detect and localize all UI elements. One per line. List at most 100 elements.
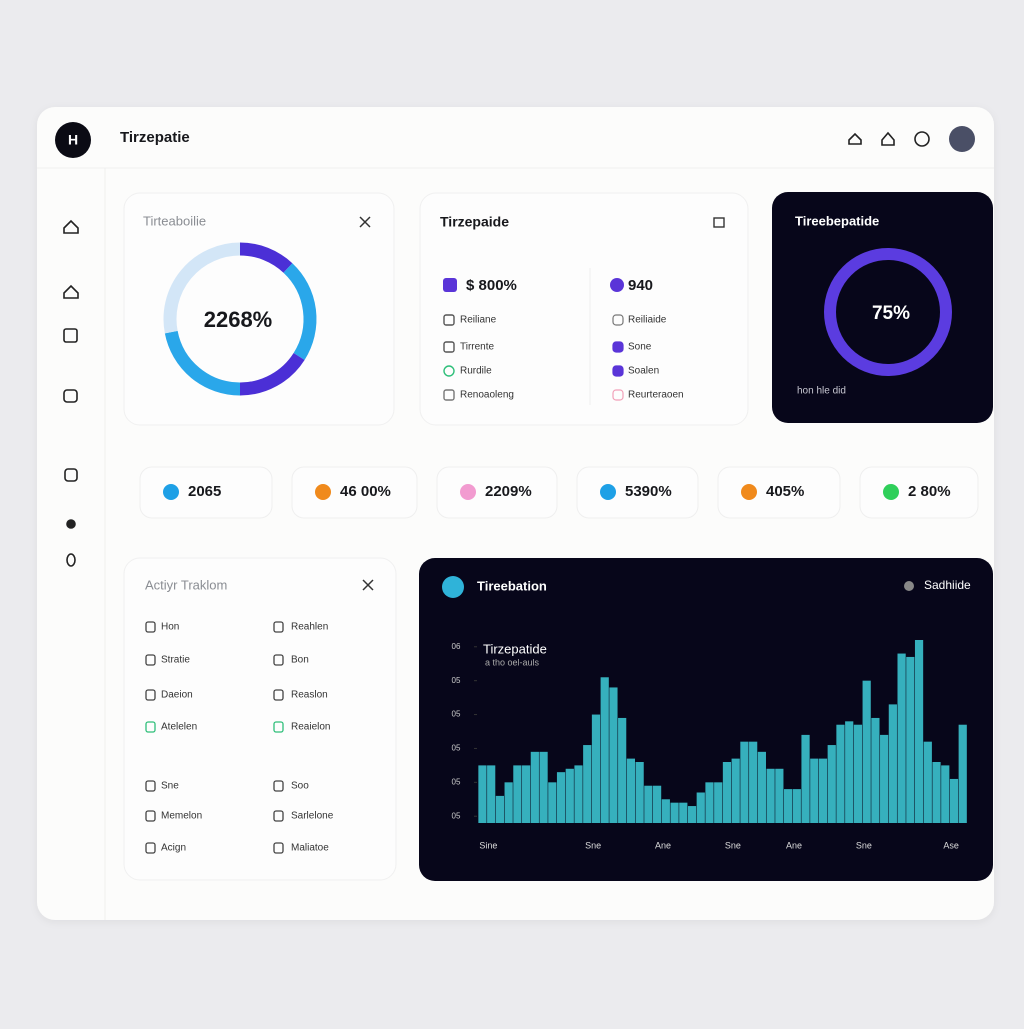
list-icon (145, 842, 156, 854)
list-icon (443, 314, 455, 326)
bar (626, 758, 636, 823)
y-tick-label: 05 (452, 744, 461, 753)
card-title: Tireebepatide (795, 213, 879, 228)
bar (871, 717, 880, 823)
stat-value: 940 (628, 277, 653, 294)
logo[interactable] (55, 122, 91, 158)
tile-icon (315, 484, 331, 500)
list-item: Sone (628, 342, 652, 353)
nav-icon[interactable] (66, 519, 76, 529)
bar (880, 734, 889, 823)
bar (932, 762, 941, 823)
list-item: Reaslon (291, 690, 328, 701)
card-title: Tireebation (477, 578, 547, 593)
bar (478, 765, 487, 823)
list-item: Reiliaide (628, 315, 667, 326)
tile-icon (460, 484, 476, 500)
list-icon (443, 389, 455, 401)
list-item: Soalen (628, 366, 659, 377)
ring-center: 75% (872, 303, 910, 324)
bar (923, 741, 932, 823)
bar (644, 785, 653, 823)
list-item: Renoaoleng (460, 390, 514, 401)
bar (635, 762, 644, 823)
stat-icon (443, 278, 457, 292)
nav-icon[interactable] (63, 389, 78, 403)
bar (687, 806, 697, 823)
donut-segment (283, 263, 317, 360)
nav-icon[interactable] (63, 328, 78, 343)
nav-icon[interactable] (64, 468, 78, 482)
bar (600, 677, 609, 823)
list-item: Rurdile (460, 366, 492, 377)
bar (897, 653, 906, 823)
bar (583, 745, 592, 823)
bar (565, 768, 574, 823)
bar (670, 802, 679, 823)
list-item: Sarlelone (291, 811, 334, 822)
list-icon (145, 654, 156, 666)
bar (705, 782, 714, 823)
list-item: Hon (161, 622, 179, 633)
card-title: Tirzepaide (440, 214, 509, 230)
tile-value: 2 80% (908, 483, 951, 500)
icon[interactable] (914, 131, 930, 147)
bar (731, 758, 740, 823)
header-icons (848, 131, 930, 147)
avatar[interactable] (949, 126, 975, 152)
list-icon (273, 621, 284, 633)
card-action[interactable]: Sadhiide (924, 578, 971, 592)
list-icon (273, 780, 284, 792)
logo-text: H (68, 132, 78, 148)
bar (827, 745, 836, 823)
card-title: Actiyr Traklom (145, 577, 227, 592)
action-icon[interactable] (904, 581, 914, 591)
bar (941, 765, 950, 823)
y-tick-label: 05 (452, 710, 461, 719)
donut (163, 242, 317, 396)
bar (513, 765, 522, 823)
bar (766, 768, 775, 823)
list-item: Reiliane (460, 315, 497, 326)
bar (652, 785, 662, 823)
x-tick-label: Sne (725, 840, 741, 850)
bar (487, 765, 496, 823)
bar (522, 765, 531, 823)
nav-icon[interactable] (63, 219, 79, 234)
bar (495, 795, 505, 823)
x-tick-label: Ase (943, 840, 959, 850)
bar (914, 640, 924, 823)
bar (775, 768, 784, 823)
list-icon (145, 780, 156, 792)
tile-value: 405% (766, 483, 804, 500)
y-tick-label: 05 (452, 777, 461, 786)
icon[interactable] (848, 132, 862, 145)
x-tick-label: Ane (655, 840, 671, 850)
icon[interactable] (881, 131, 895, 146)
donut-center: 2268% (204, 307, 273, 332)
bar (949, 778, 959, 823)
bar (757, 751, 766, 823)
menu-icon[interactable] (713, 217, 725, 228)
nav-icon[interactable] (66, 553, 76, 567)
list-icon (273, 654, 284, 666)
nav-icon[interactable] (63, 284, 79, 299)
list-icon (145, 689, 156, 701)
close-icon[interactable] (362, 579, 374, 591)
bar (810, 758, 819, 823)
list-icon (145, 810, 156, 822)
list-icon (612, 389, 624, 401)
bar-chart: 06 05 05 05 05 05 Sine Sne Ane Sne Ane Sne Ase (452, 640, 967, 850)
donut-segment (239, 242, 293, 273)
stat-tile (139, 466, 273, 519)
bar (714, 782, 723, 823)
bar (591, 714, 601, 823)
sidebar-icons (63, 219, 79, 567)
bar (862, 680, 871, 823)
close-icon[interactable] (359, 216, 371, 228)
bar (530, 751, 539, 823)
tile-value: 2065 (188, 483, 221, 500)
list-item: Stratie (161, 655, 190, 666)
y-tick-label: 05 (452, 676, 461, 685)
